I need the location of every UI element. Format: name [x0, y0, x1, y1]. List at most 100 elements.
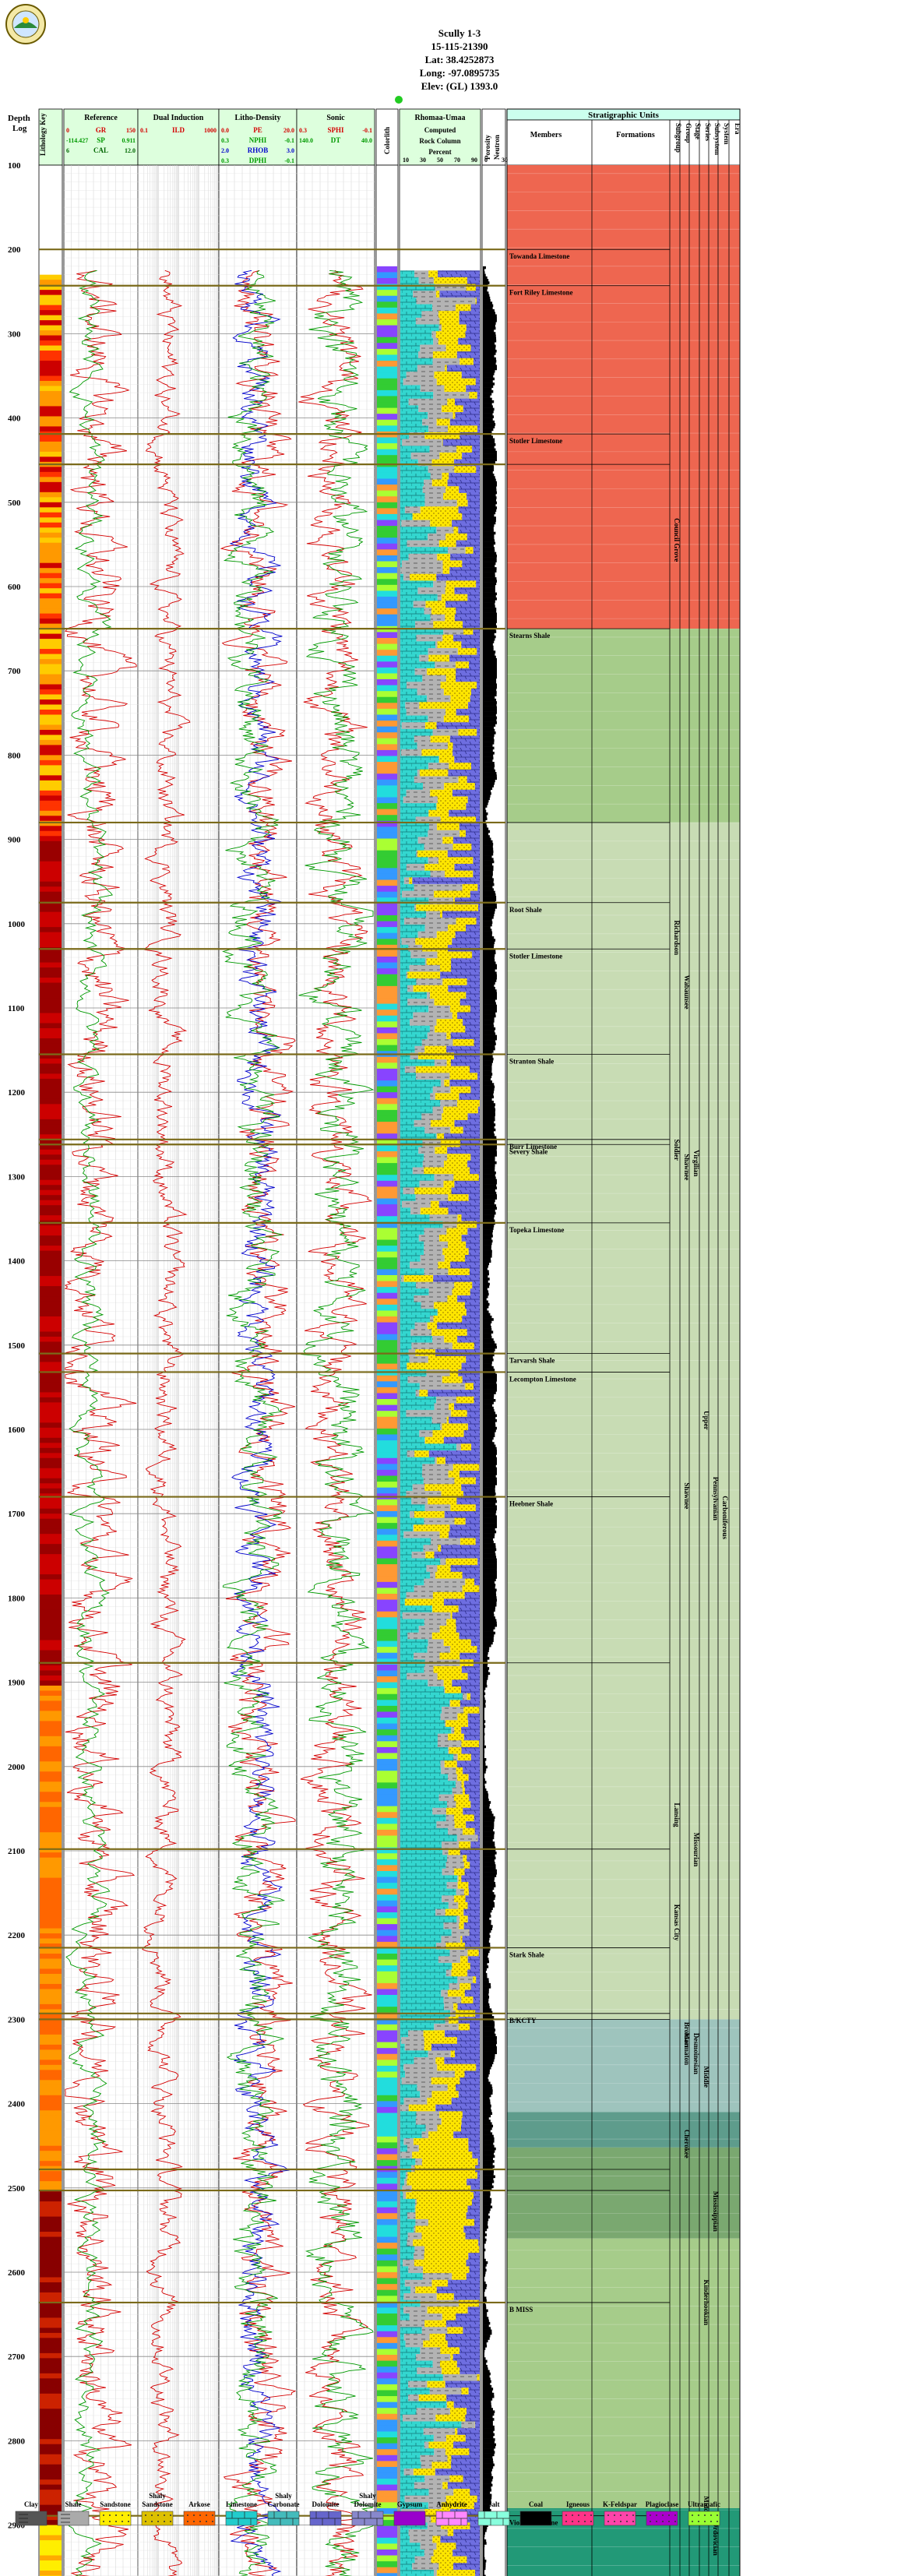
- colorlith-cell: [377, 921, 397, 928]
- lith-key-cell: [40, 2317, 62, 2324]
- porosity-bar: [483, 1341, 495, 1344]
- porosity-bar: [483, 2384, 492, 2388]
- colorlith-cell: [377, 1192, 397, 1200]
- lith-key-cell: [40, 1225, 62, 1232]
- colorlith-cell: [377, 1599, 397, 1606]
- rhomaa-rock-cell: [453, 2131, 480, 2139]
- rhomaa-rock-cell: [400, 1902, 449, 1910]
- rhomaa-rock-cell: [444, 1133, 480, 1141]
- colorlith-cell: [377, 1175, 397, 1182]
- lith-key-cell: [40, 2105, 62, 2111]
- legend-pattern: [565, 2521, 567, 2522]
- lith-key-cell: [40, 441, 62, 447]
- lith-key-cell: [40, 795, 62, 802]
- rhomaa-rock-cell: [408, 2104, 436, 2112]
- porosity-bar: [483, 306, 493, 310]
- rhomaa-rock-cell: [414, 2482, 443, 2490]
- colorlith-cell: [377, 1723, 397, 1730]
- colorlith-cell: [377, 313, 397, 320]
- colorlith-cell: [377, 1652, 397, 1659]
- porosity-bar: [483, 2481, 491, 2484]
- rhomaa-rock-cell: [433, 621, 463, 629]
- porosity-bar: [483, 2028, 496, 2032]
- rhomaa-rock-cell: [416, 634, 443, 642]
- rhomaa-rock-cell: [430, 870, 445, 878]
- rhomaa-rock-cell: [414, 883, 463, 892]
- legend-label: Sandstone: [100, 2500, 131, 2508]
- porosity-bar: [483, 815, 487, 818]
- rhomaa-rock-cell: [467, 1949, 479, 1957]
- lith-key-cell: [40, 1564, 62, 1570]
- rhomaa-rock-cell: [434, 2023, 459, 2031]
- lith-key-cell: [40, 1427, 62, 1433]
- rhomaa-rock-cell: [400, 728, 433, 736]
- porosity-bar: [483, 1146, 497, 1149]
- porosity-bar: [483, 2137, 495, 2141]
- rhomaa-rock-cell: [444, 1335, 458, 1343]
- rhomaa-rock-cell: [463, 1855, 467, 1862]
- colorlith-cell: [377, 1523, 397, 1530]
- lith-key-cell: [40, 1073, 62, 1080]
- porosity-bar: [483, 1747, 484, 1751]
- rhomaa-rock-cell: [435, 1025, 466, 1033]
- colorlith-cell: [377, 1581, 397, 1588]
- rhomaa-rock-cell: [419, 1383, 466, 1390]
- rhomaa-rock-cell: [413, 2239, 479, 2247]
- rhomaa-rock-cell: [438, 311, 460, 319]
- rhomaa-rock-cell: [474, 2502, 480, 2510]
- rhomaa-rock-cell: [464, 1989, 480, 1997]
- porosity-bar: [483, 1813, 494, 1817]
- well-latitude: Lat: 38.4252873: [424, 54, 495, 65]
- rhomaa-rock-cell: [400, 2037, 402, 2045]
- porosity-bar: [483, 1626, 495, 1630]
- porosity-bar: [483, 2096, 490, 2100]
- porosity-bar: [483, 1540, 494, 1544]
- colorlith-cell: [377, 2113, 397, 2120]
- rhomaa-rock-cell: [401, 1200, 431, 1208]
- porosity-bar: [483, 1750, 485, 1753]
- colorlith-cell: [377, 1133, 397, 1140]
- rhomaa-rock-cell: [439, 452, 463, 460]
- lith-key-cell: [40, 2130, 62, 2137]
- rhomaa-rock-cell: [424, 844, 453, 851]
- porosity-bar: [483, 2026, 495, 2029]
- porosity-bar: [483, 951, 496, 955]
- colorlith-cell: [377, 1098, 397, 1105]
- lith-key-cell: [40, 1705, 62, 1711]
- porosity-bar: [483, 615, 497, 618]
- legend-pattern: [590, 2521, 592, 2522]
- rhomaa-rock-cell: [424, 2475, 450, 2483]
- lith-key-cell: [40, 2292, 62, 2298]
- rhomaa-rock-cell: [443, 1436, 480, 1444]
- lith-key-cell: [40, 1235, 62, 1242]
- rhomaa-rock-cell: [413, 985, 449, 992]
- rhomaa-rock-cell: [424, 1045, 447, 1053]
- lith-key-cell: [40, 1715, 62, 1721]
- rhomaa-rock-cell: [466, 992, 480, 999]
- colorlith-cell: [377, 496, 397, 503]
- rhomaa-rock-cell: [428, 1288, 452, 1296]
- rhomaa-rock-cell: [400, 1403, 435, 1411]
- rhomaa-rock-cell: [400, 2198, 415, 2206]
- porosity-bar: [483, 2016, 495, 2019]
- rhomaa-rock-cell: [449, 654, 480, 662]
- lith-key-cell: [40, 1867, 62, 1873]
- rhomaa-rock-cell: [442, 405, 463, 413]
- rhomaa-rock-cell: [400, 2225, 414, 2233]
- porosity-bar: [483, 496, 497, 499]
- porosity-bar: [483, 1560, 497, 1564]
- porosity-bar: [483, 1363, 492, 1367]
- colorlith-cell: [377, 1281, 397, 1288]
- strat-unit-label: Carboniferous: [721, 1496, 729, 1539]
- rhomaa-tick: 30: [420, 157, 426, 164]
- rhomaa-rock-cell: [400, 837, 418, 844]
- lith-key-cell: [40, 1893, 62, 1899]
- rhomaa-rock-cell: [431, 1538, 460, 1545]
- rhomaa-rock-cell: [453, 2003, 458, 2010]
- rhomaa-rock-cell: [462, 883, 478, 892]
- rhomaa-rock-cell: [446, 1416, 449, 1424]
- rhomaa-rock-cell: [415, 816, 441, 824]
- legend-pattern: [590, 2514, 592, 2516]
- rhomaa-rock-cell: [400, 978, 417, 986]
- rhomaa-rock-cell: [434, 890, 470, 898]
